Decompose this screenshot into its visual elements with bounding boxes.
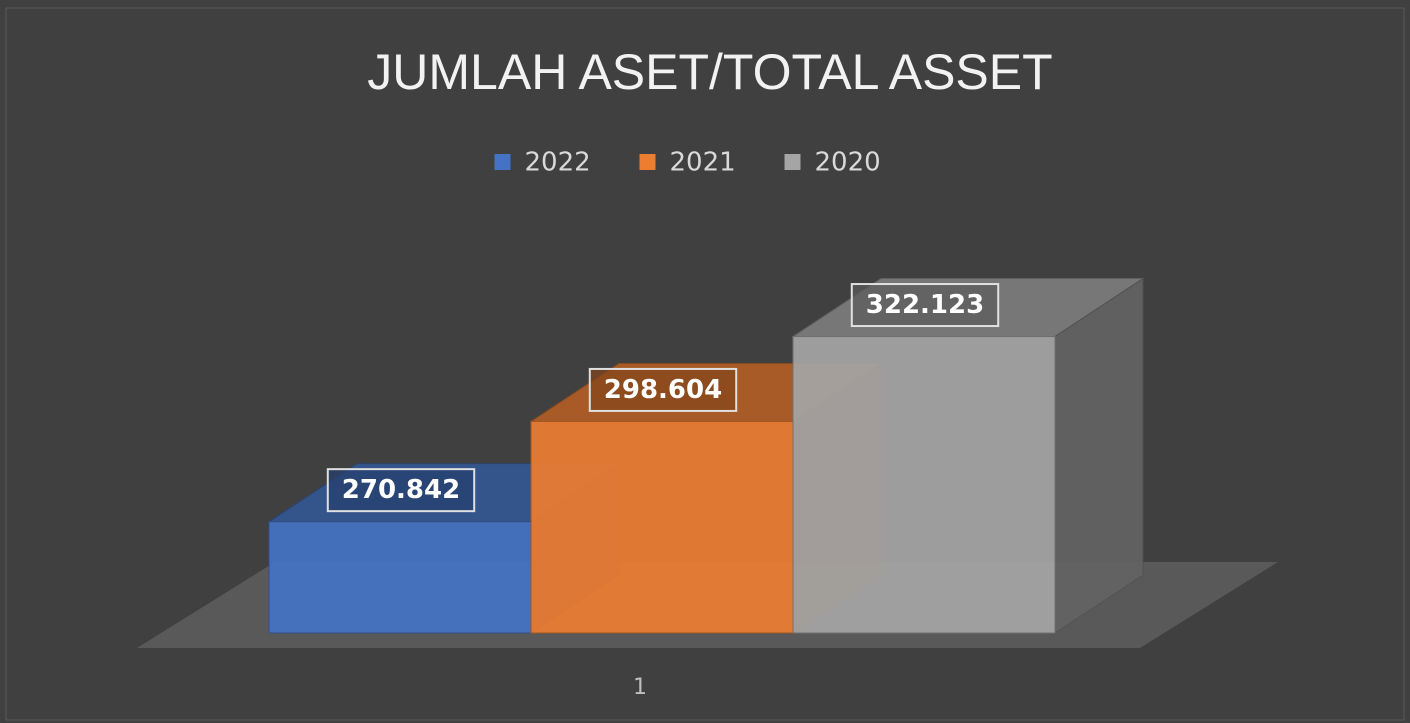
data-label: 270.842	[342, 475, 460, 505]
bar-group	[791, 277, 1145, 634]
data-label-box	[850, 283, 1000, 328]
bar	[530, 420, 794, 634]
bar	[792, 336, 1056, 634]
x-tick-label: 1	[633, 675, 647, 700]
legend-swatch	[639, 154, 656, 170]
data-label-box	[588, 367, 738, 412]
data-label-box	[326, 468, 476, 513]
chart-border	[5, 7, 1405, 721]
legend-label: 2021	[670, 148, 736, 178]
legend-swatch	[494, 154, 511, 170]
bar	[268, 521, 532, 634]
legend-swatch	[784, 154, 801, 170]
bar-side	[1054, 277, 1144, 634]
chart-title: JUMLAH ASET/TOTAL ASSET	[367, 44, 1052, 100]
data-label: 322.123	[866, 290, 984, 320]
legend-label: 2020	[815, 148, 881, 178]
legend-label: 2022	[525, 148, 591, 178]
data-label: 298.604	[604, 375, 722, 405]
